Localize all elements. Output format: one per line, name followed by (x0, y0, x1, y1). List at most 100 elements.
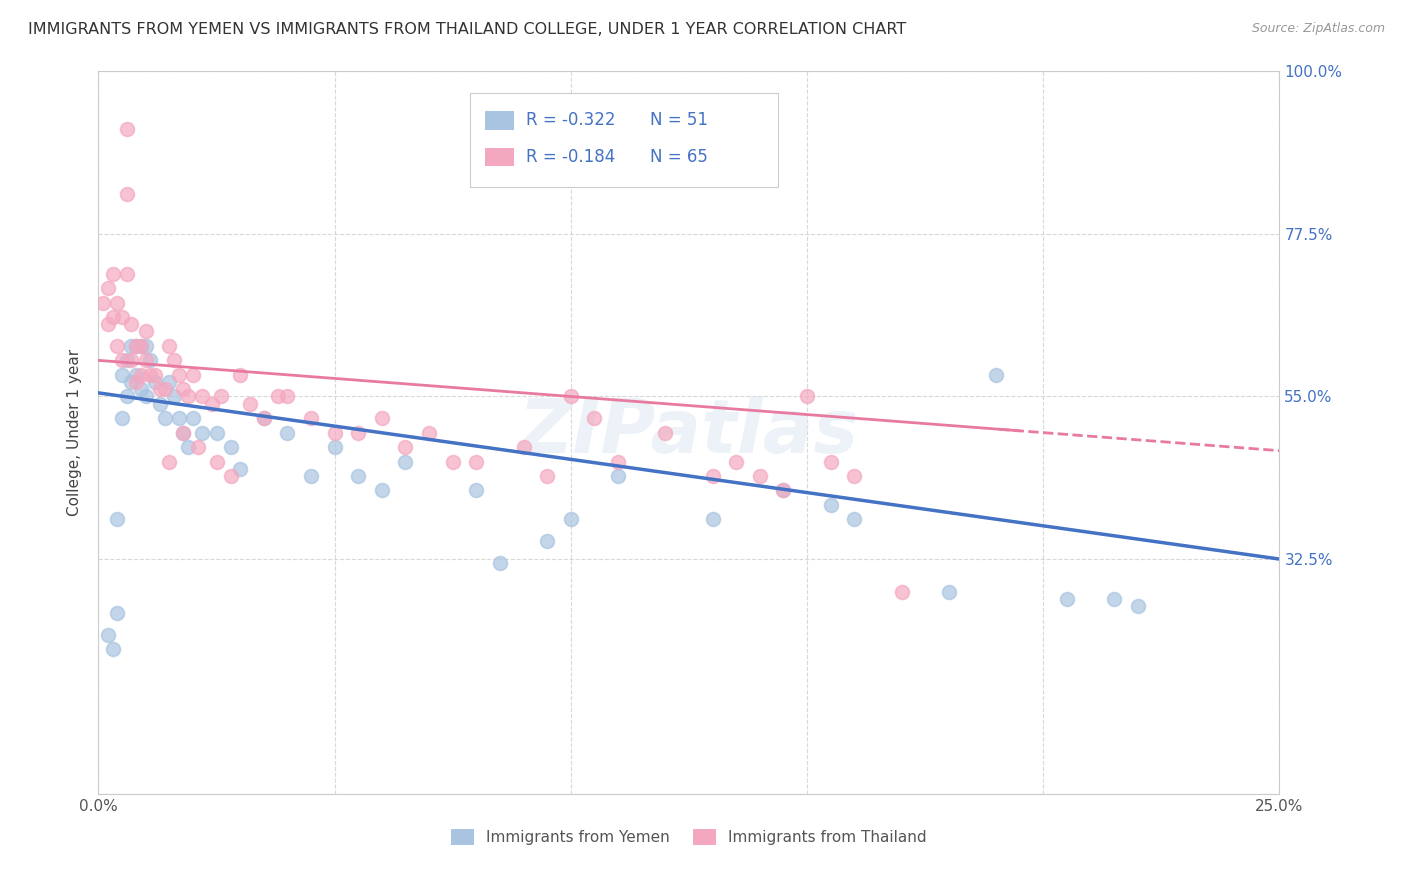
Text: IMMIGRANTS FROM YEMEN VS IMMIGRANTS FROM THAILAND COLLEGE, UNDER 1 YEAR CORRELAT: IMMIGRANTS FROM YEMEN VS IMMIGRANTS FROM… (28, 22, 907, 37)
Point (139, 353, 162, 368)
Point (890, 584, 912, 599)
Point (347, 425, 370, 440)
Point (129, 339, 152, 353)
Point (844, 512, 866, 526)
Point (560, 512, 582, 526)
Point (512, 440, 534, 454)
Point (115, 187, 138, 202)
FancyBboxPatch shape (471, 93, 778, 187)
Point (167, 368, 190, 382)
Point (181, 411, 204, 425)
Point (748, 469, 770, 483)
Point (465, 483, 488, 498)
Point (125, 339, 148, 353)
Point (115, 389, 138, 403)
Point (465, 454, 488, 468)
Point (725, 454, 748, 468)
Point (129, 339, 152, 353)
Point (607, 469, 630, 483)
Point (143, 375, 166, 389)
Point (772, 483, 794, 498)
Point (219, 440, 242, 454)
Point (115, 267, 138, 281)
Point (111, 310, 134, 324)
Point (105, 512, 128, 526)
Point (125, 339, 148, 353)
Text: R = -0.184: R = -0.184 (526, 147, 616, 166)
Point (394, 440, 416, 454)
Point (187, 440, 209, 454)
Point (219, 469, 242, 483)
Point (149, 397, 172, 411)
Point (371, 483, 394, 498)
Point (101, 642, 124, 657)
Point (177, 440, 200, 454)
Point (229, 368, 252, 382)
Point (172, 382, 194, 396)
Point (205, 425, 228, 440)
Point (121, 375, 143, 389)
Point (1102, 591, 1125, 606)
Point (323, 440, 346, 454)
Point (299, 469, 322, 483)
Point (105, 339, 128, 353)
Point (153, 382, 176, 396)
Point (371, 411, 394, 425)
Point (536, 469, 558, 483)
Point (253, 411, 276, 425)
Point (229, 462, 252, 476)
Point (796, 389, 818, 403)
Point (1126, 599, 1149, 613)
Point (489, 556, 512, 570)
Point (177, 389, 200, 403)
Point (394, 454, 416, 468)
Point (111, 411, 134, 425)
Point (267, 389, 290, 403)
Point (101, 310, 124, 324)
Point (121, 318, 143, 332)
Point (938, 584, 960, 599)
Point (191, 425, 214, 440)
Point (299, 411, 322, 425)
Point (583, 411, 606, 425)
Point (163, 389, 186, 403)
Point (536, 533, 558, 548)
Point (115, 122, 138, 136)
Point (97, 318, 120, 332)
Point (820, 498, 842, 512)
Point (607, 454, 630, 468)
Text: ZIPatlas: ZIPatlas (519, 396, 859, 469)
Legend: Immigrants from Yemen, Immigrants from Thailand: Immigrants from Yemen, Immigrants from T… (446, 823, 932, 851)
Point (172, 425, 194, 440)
Point (125, 375, 148, 389)
Point (1056, 591, 1078, 606)
Point (135, 339, 157, 353)
Point (129, 368, 152, 382)
Point (143, 368, 166, 382)
Point (347, 469, 370, 483)
Point (654, 425, 676, 440)
Point (97, 281, 120, 295)
Point (209, 389, 232, 403)
Text: N = 51: N = 51 (650, 112, 709, 129)
Point (111, 368, 134, 382)
Point (253, 411, 276, 425)
Point (121, 353, 143, 368)
Point (157, 375, 180, 389)
Point (153, 411, 176, 425)
Point (115, 353, 138, 368)
Point (129, 382, 152, 396)
Point (105, 607, 128, 621)
Point (201, 397, 224, 411)
Y-axis label: College, Under 1 year: College, Under 1 year (67, 349, 83, 516)
Point (157, 339, 180, 353)
Point (97, 628, 120, 642)
Point (441, 454, 464, 468)
Point (157, 454, 180, 468)
Point (135, 389, 157, 403)
Point (276, 425, 298, 440)
Point (125, 368, 148, 382)
Text: Source: ZipAtlas.com: Source: ZipAtlas.com (1251, 22, 1385, 36)
FancyBboxPatch shape (485, 112, 515, 129)
Point (276, 389, 298, 403)
